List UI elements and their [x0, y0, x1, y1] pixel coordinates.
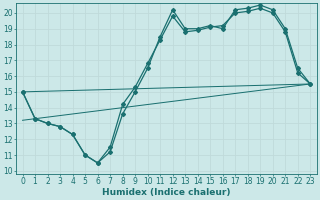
X-axis label: Humidex (Indice chaleur): Humidex (Indice chaleur) [102, 188, 231, 197]
